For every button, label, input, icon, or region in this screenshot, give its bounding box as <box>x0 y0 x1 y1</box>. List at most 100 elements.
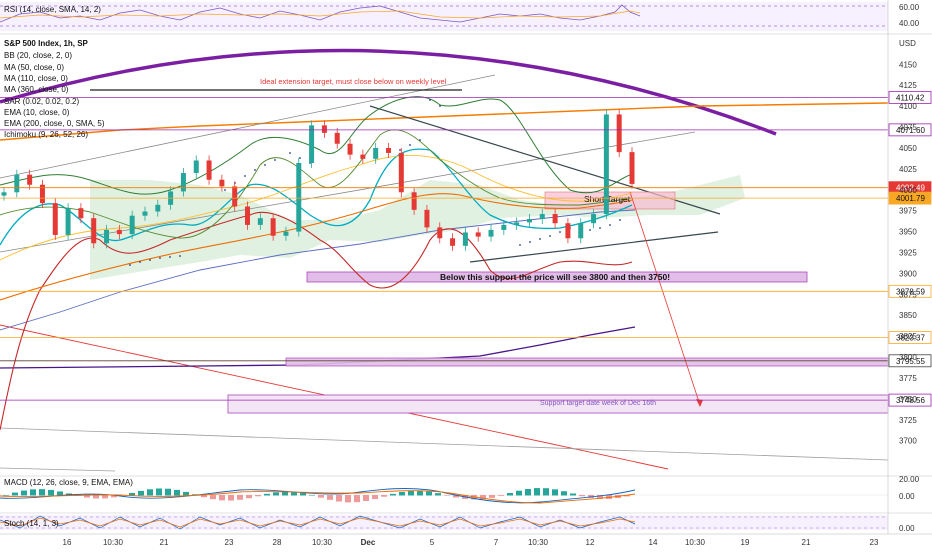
candle-body <box>526 219 532 223</box>
macd-bar <box>597 495 603 499</box>
macd-bar <box>318 495 324 498</box>
instrument-title: S&P 500 Index, 1h, SP <box>4 39 89 48</box>
macd-bar <box>327 495 333 500</box>
candle-body <box>347 143 353 155</box>
candle-body <box>129 215 135 235</box>
gray-trendline-2 <box>0 467 116 472</box>
x-tick-label: 10:30 <box>103 538 124 547</box>
price-tag-label: 4110.42 <box>896 93 925 102</box>
y-tick-label: 3800 <box>899 353 917 362</box>
legend-ma360: MA (360, close, 0) <box>4 85 69 94</box>
candle-body <box>385 147 391 153</box>
macd-bar <box>561 491 567 496</box>
candle-body <box>373 147 379 159</box>
price-tag-box <box>888 393 932 407</box>
macd-tick-0: 0.00 <box>899 492 915 501</box>
legend-ema10: EMA (10, close, 0) <box>4 108 70 117</box>
candle-body <box>398 152 404 193</box>
x-tick-label: 21 <box>160 538 169 547</box>
price-tag-label: 4071.60 <box>896 126 925 135</box>
macd-bar <box>372 495 378 500</box>
candle-body <box>616 114 622 153</box>
candle-body <box>283 231 289 236</box>
macd-bar <box>93 495 99 499</box>
x-tick-label: 10:30 <box>528 538 549 547</box>
x-tick-label: 7 <box>494 538 499 547</box>
macd-bar <box>165 488 171 496</box>
price-tag-box <box>888 90 932 104</box>
legend-sar: SAR (0.02, 0.02, 0.2) <box>4 97 79 106</box>
stoch-k <box>0 515 636 530</box>
price-tag-box <box>888 354 932 368</box>
price-axis: 4150 4125 4100 4075 4050 4025 4000 3975 3950 3925… <box>899 60 917 445</box>
macd-bar <box>624 495 630 497</box>
x-tick-label: 21 <box>802 538 811 547</box>
macd-bar <box>255 495 261 497</box>
macd-bar <box>138 490 144 496</box>
candle-body <box>1 192 7 196</box>
stoch-label: Stoch (14, 1, 3) <box>4 519 59 528</box>
price-tag-label: 3748.56 <box>896 396 925 405</box>
macd-bar <box>156 488 162 496</box>
candle-body <box>309 125 315 163</box>
main-chart-area: Ideal extension target, must close below… <box>0 48 889 472</box>
y-tick-label: 4050 <box>899 144 917 153</box>
y-tick-label: 3850 <box>899 311 917 320</box>
candle-body <box>104 229 110 244</box>
y-tick-label: 4100 <box>899 102 917 111</box>
price-tag-box <box>888 284 932 298</box>
rsi-tick-60: 60.00 <box>899 3 920 12</box>
macd-bar <box>183 491 189 496</box>
projection-arrow <box>629 191 701 406</box>
legend-ema200: EMA (200, close, 0, SMA, 5) <box>4 119 105 128</box>
stoch-d <box>0 517 636 528</box>
y-tick-label: 3700 <box>899 437 917 446</box>
candle-body <box>39 184 45 204</box>
rising-channel-lower <box>0 131 696 253</box>
annotation-support-below: Below this support the price will see 38… <box>440 272 670 282</box>
candle-body <box>539 214 545 220</box>
price-tag-label: 4001.79 <box>896 194 925 203</box>
macd-bar <box>300 493 306 496</box>
price-tag-box <box>888 123 932 137</box>
candle-body <box>142 211 148 216</box>
candle-body <box>219 179 225 187</box>
candle-body <box>193 160 199 174</box>
candle-body <box>603 114 609 215</box>
price-tag-box <box>888 331 932 344</box>
macd-bar <box>12 492 18 496</box>
candle-body <box>65 208 71 235</box>
candle-body <box>245 206 251 225</box>
macd-bar <box>228 495 234 501</box>
rising-channel-upper <box>0 74 496 179</box>
triangle-lower <box>469 231 719 263</box>
macd-bar <box>435 493 441 496</box>
indicator-legend: S&P 500 Index, 1h, SP BB (20, close, 2, … <box>4 39 105 139</box>
candle-body <box>552 214 558 224</box>
time-axis: 16 10:30 21 23 28 10:30 Dec 5 7 10:30 12 14 10:30 19 2… <box>63 538 879 547</box>
candle-body <box>450 238 456 246</box>
macd-bar <box>498 495 504 496</box>
bollinger-lower <box>0 211 633 431</box>
support-zone-3800 <box>285 357 889 367</box>
candle-body <box>14 174 20 193</box>
candle-body <box>591 214 597 224</box>
macd-bar <box>408 490 414 496</box>
macd-bar <box>507 492 513 496</box>
rsi-label: RSI (14, close, SMA, 14, 2) <box>4 5 101 14</box>
candle-body <box>501 224 507 230</box>
projection-arrowhead <box>696 399 703 407</box>
macd-bar <box>111 495 117 498</box>
x-tick-label: 10:30 <box>685 538 706 547</box>
ichimoku-cloud <box>90 175 745 280</box>
y-tick-label: 4150 <box>899 60 917 69</box>
candle-body <box>78 208 84 219</box>
y-tick-label: 4075 <box>899 123 917 132</box>
price-tag-label: 3878.59 <box>896 287 925 296</box>
macd-bar <box>516 490 522 496</box>
macd-bar <box>264 493 270 496</box>
macd-bar <box>453 495 459 498</box>
candle-body <box>360 154 366 159</box>
